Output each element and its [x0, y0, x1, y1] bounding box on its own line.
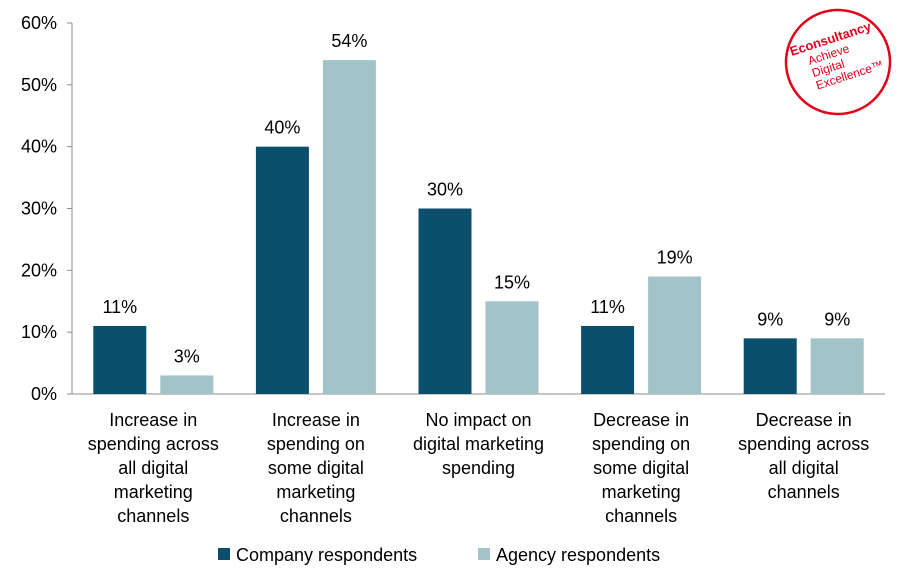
legend-label-agency: Agency respondents — [496, 545, 660, 565]
y-tick-label: 40% — [21, 137, 57, 157]
data-label: 40% — [264, 118, 300, 138]
bar-company-4 — [581, 325, 635, 394]
bars: 11% 3% 40% 54% 30% 15% 11% 19% 9% 9% — [93, 31, 864, 394]
y-tick-label: 30% — [21, 199, 57, 219]
bar-agency-2 — [322, 60, 376, 394]
legend-label-company: Company respondents — [236, 545, 417, 565]
y-tick-label: 10% — [21, 322, 57, 342]
data-label: 11% — [590, 297, 625, 317]
y-tick-label: 20% — [21, 260, 57, 280]
category-label-5: Decrease in spending across all digital cha… — [738, 410, 869, 502]
legend-swatch-agency — [478, 548, 490, 560]
data-label: 3% — [174, 346, 200, 366]
bar-company-2 — [255, 146, 309, 394]
y-tick-label: 60% — [21, 13, 57, 33]
bar-agency-1 — [160, 375, 214, 394]
bar-company-3 — [418, 208, 472, 394]
data-label: 9% — [824, 309, 850, 329]
legend-swatch-company — [218, 548, 230, 560]
y-tick-label: 50% — [21, 75, 57, 95]
y-axis: 0% 10% 20% 30% 40% 50% 60% — [21, 13, 885, 404]
bar-company-5 — [743, 338, 797, 394]
data-label: 11% — [102, 297, 137, 317]
category-label-3: No impact on digital marketing spending — [413, 410, 544, 478]
y-tick-label: 0% — [31, 384, 57, 404]
data-label: 15% — [494, 272, 530, 292]
data-label: 9% — [757, 309, 783, 329]
data-label: 19% — [657, 248, 693, 268]
bar-agency-5 — [810, 338, 864, 394]
legend: Company respondents Agency respondents — [218, 545, 660, 565]
category-label-2: Increase in spending on some digital market… — [267, 410, 365, 526]
bar-agency-4 — [648, 276, 702, 394]
bar-agency-3 — [485, 301, 539, 394]
data-label: 54% — [331, 31, 367, 51]
bar-company-1 — [93, 325, 147, 394]
category-labels: Increase in spending across all digital mar… — [88, 410, 869, 526]
category-label-4: Decrease in spending on some digital market… — [592, 410, 690, 526]
data-label: 30% — [427, 180, 463, 200]
category-label-1: Increase in spending across all digital mar… — [88, 410, 219, 526]
